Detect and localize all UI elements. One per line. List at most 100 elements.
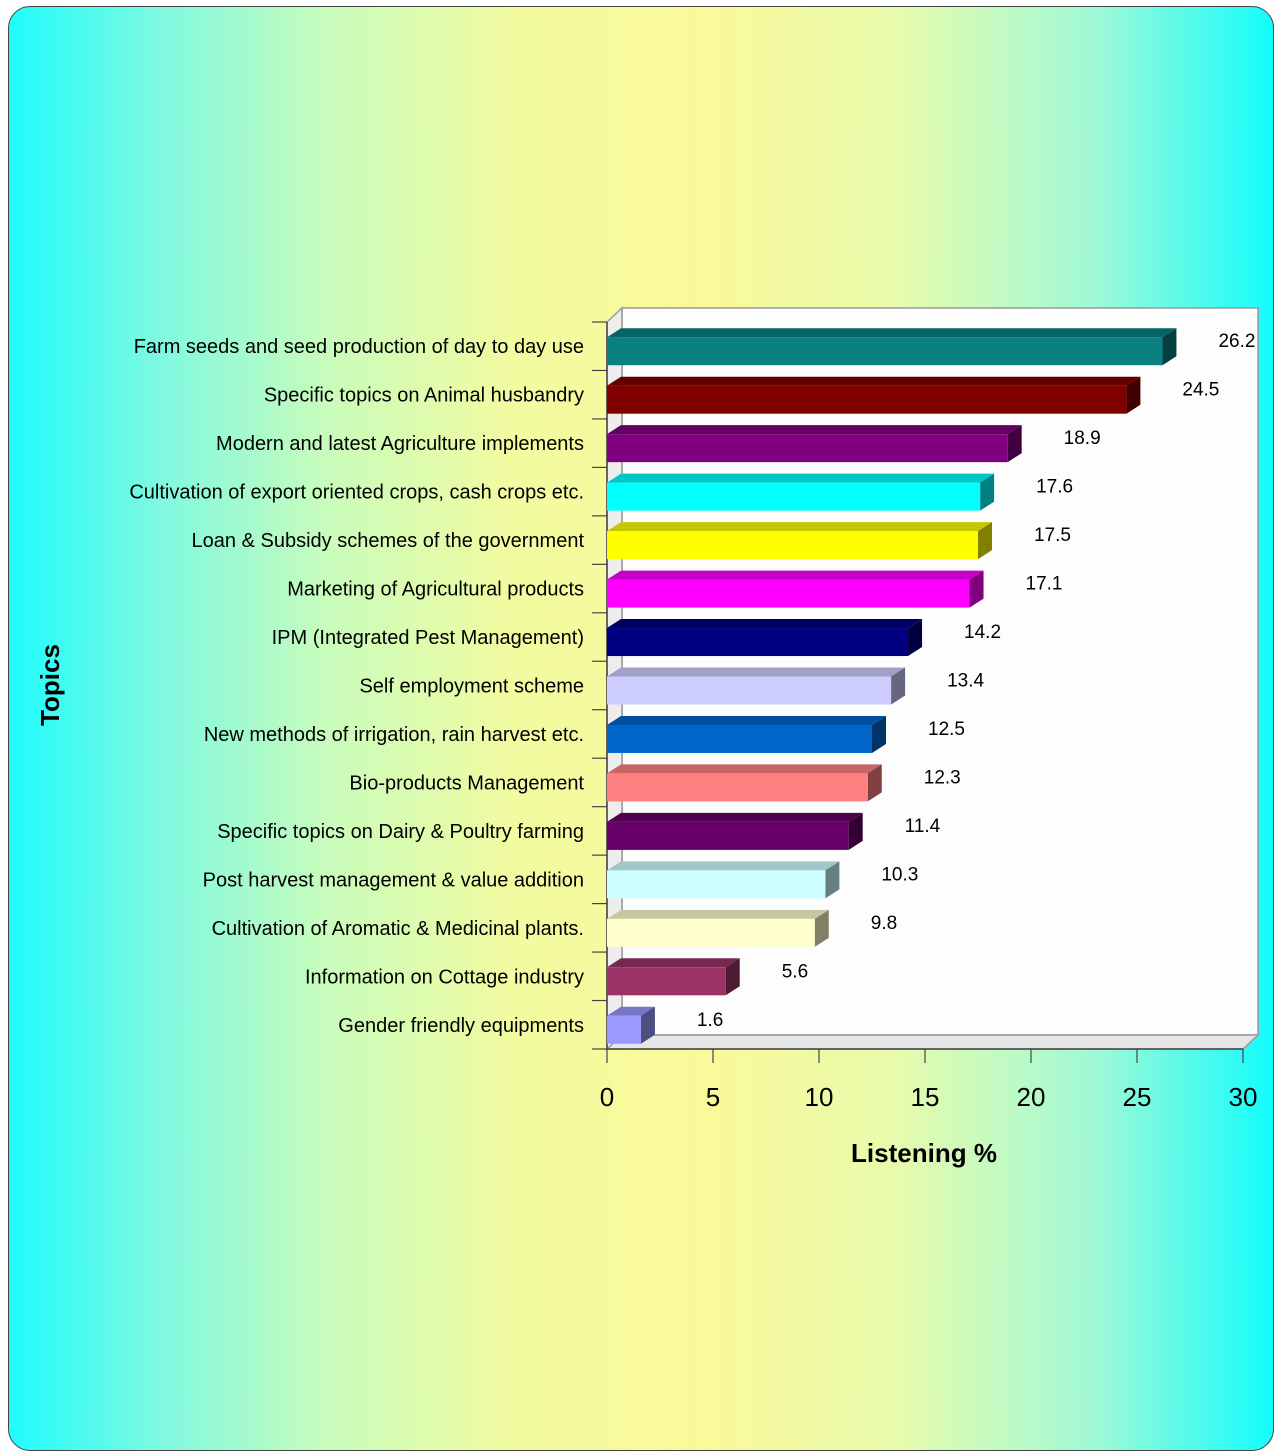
bar-side-face [640, 1006, 655, 1044]
x-tick-label: 15 [911, 1082, 940, 1112]
bar-value-label: 13.4 [947, 671, 984, 692]
category-label: New methods of irrigation, rain harvest … [204, 724, 584, 746]
bar-value-label: 12.3 [924, 767, 961, 788]
bar-top-face [607, 667, 906, 677]
bar-front-face [607, 579, 970, 608]
bar-top-face [607, 522, 992, 532]
bar-top-face [607, 619, 923, 629]
bar-side-face [1126, 376, 1141, 414]
bar-front-face [607, 385, 1127, 414]
bar-side-face [980, 473, 995, 511]
y-axis-title: Topics [35, 644, 65, 726]
bar-front-face [607, 821, 849, 850]
bar-front-face [607, 1015, 641, 1044]
x-tick-label: 30 [1229, 1082, 1258, 1112]
bar-top-face [607, 958, 740, 968]
x-tick-label: 0 [600, 1082, 614, 1112]
bar [607, 425, 1022, 463]
bar-value-label: 5.6 [782, 961, 808, 982]
bar-side-face [1007, 425, 1022, 463]
bar-front-face [607, 724, 872, 753]
bar [607, 667, 906, 705]
bar-top-face [607, 909, 829, 919]
category-label: Specific topics on Animal husbandry [264, 385, 584, 407]
x-tick-label: 20 [1017, 1082, 1046, 1112]
bar-top-face [607, 1006, 655, 1016]
bar-value-label: 11.4 [905, 816, 941, 837]
bar-top-face [607, 425, 1022, 435]
bar-value-label: 17.1 [1026, 574, 1063, 595]
bar-top-face [607, 328, 1177, 338]
bar-top-face [607, 715, 886, 725]
bar-front-face [607, 870, 826, 899]
category-label: Information on Cottage industry [305, 966, 584, 988]
bar-side-face [1162, 328, 1177, 366]
x-axis-title: Listening % [851, 1138, 997, 1168]
bar [607, 812, 863, 850]
bar [607, 473, 995, 511]
bar [607, 958, 740, 996]
category-label: Marketing of Agricultural products [287, 579, 584, 601]
bar-front-face [607, 628, 909, 657]
bar [607, 619, 923, 657]
category-label: Cultivation of Aromatic & Medicinal plan… [212, 918, 584, 940]
bar-value-label: 24.5 [1182, 380, 1219, 401]
bar-side-face [825, 861, 840, 899]
bar-front-face [607, 337, 1163, 366]
bar-top-face [607, 764, 882, 774]
plot-floor [605, 1034, 1260, 1050]
bar-front-face [607, 434, 1008, 463]
bar-value-label: 17.5 [1034, 525, 1071, 546]
category-label: Farm seeds and seed production of day to… [134, 336, 584, 358]
bar-side-face [867, 764, 882, 802]
bar-side-face [848, 812, 863, 850]
bar-top-face [607, 570, 984, 580]
bar-front-face [607, 918, 815, 947]
bar-value-label: 9.8 [871, 913, 897, 934]
bar [607, 909, 829, 947]
category-label: Bio-products Management [349, 772, 584, 794]
category-label: Modern and latest Agriculture implements [216, 433, 584, 455]
bar-front-face [607, 773, 868, 802]
category-label: Post harvest management & value addition [203, 869, 584, 891]
bar-value-label: 10.3 [881, 864, 918, 885]
category-label: Loan & Subsidy schemes of the government [192, 530, 585, 552]
bar-value-label: 12.5 [928, 719, 965, 740]
category-label: Specific topics on Dairy & Poultry farmi… [217, 821, 584, 843]
bar [607, 376, 1141, 414]
category-label: Gender friendly equipments [338, 1015, 584, 1037]
bar [607, 1006, 655, 1044]
bar-front-face [607, 482, 981, 511]
bar [607, 715, 886, 753]
category-label: Cultivation of export oriented crops, ca… [129, 482, 584, 504]
bar [607, 522, 992, 560]
bar-side-face [969, 570, 984, 608]
bar-side-face [814, 909, 829, 947]
bar-value-label: 1.6 [697, 1010, 723, 1031]
bar-top-face [607, 376, 1141, 386]
bar-front-face [607, 676, 892, 705]
x-tick-label: 25 [1123, 1082, 1152, 1112]
bar-top-face [607, 861, 840, 871]
bar-value-label: 26.2 [1218, 331, 1255, 352]
bar [607, 764, 882, 802]
bar-front-face [607, 967, 726, 996]
bar-value-label: 17.6 [1036, 477, 1073, 498]
bar-side-face [872, 715, 886, 753]
bar [607, 570, 984, 608]
bar-side-face [891, 667, 906, 705]
bar-top-face [607, 812, 863, 822]
bar-top-face [607, 473, 995, 483]
bar-side-face [725, 958, 740, 996]
bar-value-label: 14.2 [964, 622, 1001, 643]
bar-side-face [908, 619, 923, 657]
x-tick-label: 10 [805, 1082, 834, 1112]
bar [607, 328, 1177, 366]
bar-side-face [978, 522, 992, 560]
category-label: Self employment scheme [359, 676, 584, 698]
category-label: IPM (Integrated Pest Management) [272, 627, 584, 649]
bar-front-face [607, 531, 978, 560]
bar-value-label: 18.9 [1064, 428, 1101, 449]
bar [607, 861, 840, 899]
